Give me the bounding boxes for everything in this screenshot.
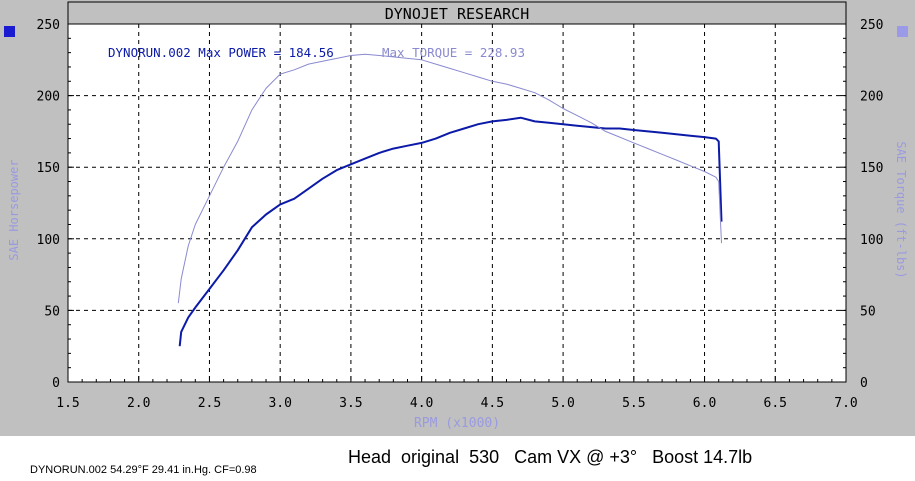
legend-square-power <box>4 26 15 37</box>
axis-ticks <box>67 23 847 383</box>
x-tick-label: 2.5 <box>198 396 221 411</box>
x-tick-label: 3.5 <box>339 396 362 411</box>
torque-annotation: Max TORQUE = 228.93 <box>382 45 525 60</box>
chart-panel: DYNOJET RESEARCH 0 50 100 150 200 250 0 50 100 1… <box>0 0 915 436</box>
y-tick-label-left: 200 <box>37 90 60 105</box>
grid-lines <box>68 24 846 382</box>
x-tick-label: 5.5 <box>622 396 645 411</box>
y-tick-label-right: 250 <box>860 18 883 33</box>
right-y-tick-labels: 0 50 100 150 200 250 <box>860 18 883 391</box>
y-tick-label-right: 200 <box>860 90 883 105</box>
legend-square-torque <box>897 26 908 37</box>
y-tick-label-left: 50 <box>44 304 60 319</box>
x-tick-label: 4.0 <box>410 396 433 411</box>
y-tick-label-left: 150 <box>37 161 60 176</box>
x-tick-label: 6.0 <box>693 396 716 411</box>
x-tick-label: 5.0 <box>551 396 574 411</box>
run-info: DYNORUN.002 54.29°F 29.41 in.Hg. CF=0.98 <box>30 464 257 476</box>
y-tick-label-left: 250 <box>37 18 60 33</box>
x-tick-label: 7.0 <box>834 396 857 411</box>
left-y-tick-labels: 0 50 100 150 200 250 <box>37 18 60 391</box>
x-tick-labels: 1.5 2.0 2.5 3.0 3.5 4.0 4.5 5.0 5.5 6.0 6.5 7.0 <box>56 396 857 411</box>
x-tick-label: 4.5 <box>481 396 504 411</box>
setup-description: Head original 530 Cam VX @ +3° Boost 14.… <box>348 447 753 467</box>
power-curve <box>178 116 723 347</box>
plot-area <box>67 23 847 383</box>
y-tick-label-right: 150 <box>860 161 883 176</box>
y-tick-label-right: 0 <box>860 376 868 391</box>
x-tick-label: 6.5 <box>764 396 787 411</box>
x-tick-label: 1.5 <box>56 396 79 411</box>
y-tick-label-right: 50 <box>860 304 876 319</box>
left-y-axis-label: SAE Horsepower <box>7 159 21 260</box>
x-axis-label: RPM (x1000) <box>414 416 500 431</box>
y-tick-label-left: 100 <box>37 233 60 248</box>
x-tick-label: 3.0 <box>268 396 291 411</box>
series-lines <box>177 53 723 347</box>
x-tick-label: 2.0 <box>127 396 150 411</box>
dyno-chart: DYNOJET RESEARCH 0 50 100 150 200 250 0 50 100 1… <box>4 1 908 431</box>
y-tick-label-left: 0 <box>52 376 60 391</box>
power-annotation: DYNORUN.002 Max POWER = 184.56 <box>108 45 334 60</box>
right-y-axis-label: SAE Torque (ft-lbs) <box>894 141 908 278</box>
chart-title: DYNOJET RESEARCH <box>385 5 530 23</box>
torque-curve <box>177 53 722 304</box>
y-tick-label-right: 100 <box>860 233 883 248</box>
